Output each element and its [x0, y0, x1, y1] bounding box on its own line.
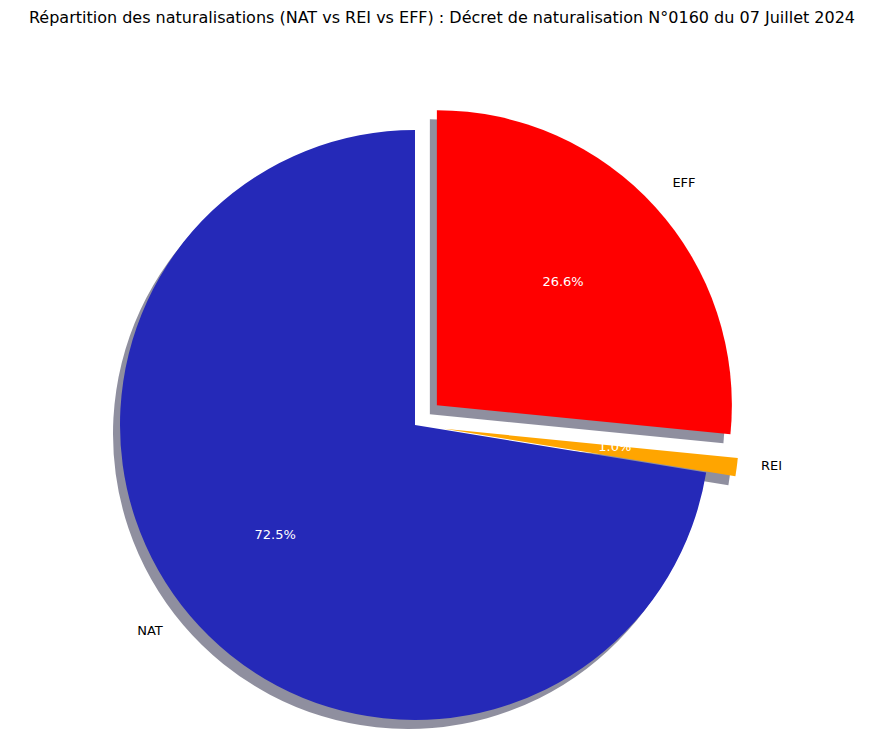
svg-text:REI: REI: [761, 458, 782, 473]
html-text:Répartition des naturalisation: Répartition des naturalisations (NAT vs …: [28, 8, 855, 27]
svg-text:72.5%: 72.5%: [254, 527, 295, 542]
svg-text:NAT: NAT: [137, 623, 163, 638]
svg-text:EFF: EFF: [672, 175, 695, 190]
svg-text:26.6%: 26.6%: [542, 274, 583, 289]
svg-text:1.0%: 1.0%: [598, 439, 631, 454]
